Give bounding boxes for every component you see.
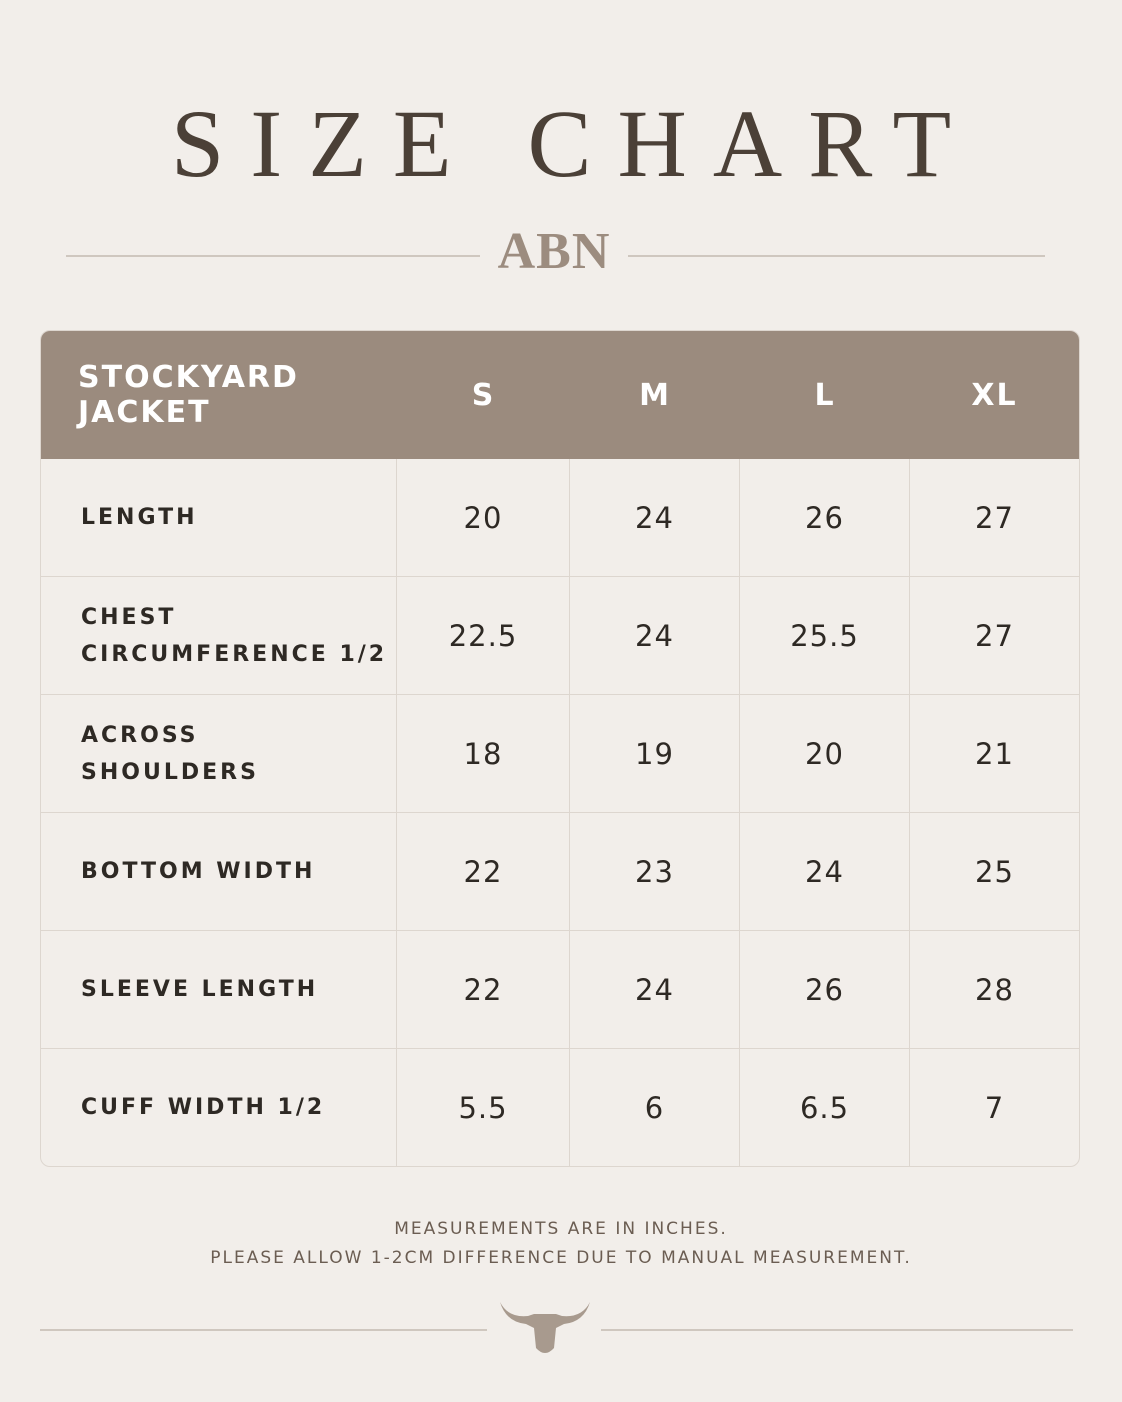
measurement: 18 <box>397 695 570 813</box>
measurement: 22 <box>397 931 570 1049</box>
measurement: 26 <box>740 931 910 1049</box>
measurement: 23 <box>570 813 740 931</box>
table-row: SLEEVE LENGTH 22 24 26 28 <box>41 931 1079 1049</box>
measurement: 6 <box>570 1049 740 1166</box>
table-row: CHEST CIRCUMFERENCE 1/2 22.5 24 25.5 27 <box>41 577 1079 695</box>
brand-logo: ABN <box>497 223 611 280</box>
measurement: 27 <box>910 577 1079 695</box>
size-header: L <box>740 331 910 459</box>
size-header: XL <box>910 331 1079 459</box>
measurement: 24 <box>570 931 740 1049</box>
product-name: STOCKYARD JACKET <box>41 331 397 459</box>
measurement: 24 <box>570 577 740 695</box>
row-label: CUFF WIDTH 1/2 <box>41 1049 397 1166</box>
measurement: 19 <box>570 695 740 813</box>
measurement: 25.5 <box>740 577 910 695</box>
row-label: CHEST CIRCUMFERENCE 1/2 <box>41 577 397 695</box>
table-body: LENGTH 20 24 26 27 CHEST CIRCUMFERENCE 1/2 22.… <box>41 459 1079 1166</box>
header-row: STOCKYARD JACKET S M L XL <box>41 331 1079 459</box>
divider <box>601 1329 1073 1331</box>
measurement: 22.5 <box>397 577 570 695</box>
measurement: 6.5 <box>740 1049 910 1166</box>
row-label: BOTTOM WIDTH <box>41 813 397 931</box>
measurement: 27 <box>910 459 1079 577</box>
table-row: BOTTOM WIDTH 22 23 24 25 <box>41 813 1079 931</box>
measurement: 28 <box>910 931 1079 1049</box>
measurement: 5.5 <box>397 1049 570 1166</box>
table-row: CUFF WIDTH 1/2 5.5 6 6.5 7 <box>41 1049 1079 1166</box>
measurement: 20 <box>397 459 570 577</box>
divider <box>66 255 480 257</box>
notes: MEASUREMENTS ARE IN INCHES. PLEASE ALLOW … <box>0 1215 1122 1273</box>
divider <box>628 255 1045 257</box>
row-label: ACROSS SHOULDERS <box>41 695 397 813</box>
note-line: PLEASE ALLOW 1-2CM DIFFERENCE DUE TO MAN… <box>210 1248 912 1268</box>
row-label: SLEEVE LENGTH <box>41 931 397 1049</box>
measurement: 24 <box>740 813 910 931</box>
table-row: LENGTH 20 24 26 27 <box>41 459 1079 577</box>
bull-icon <box>500 1302 590 1353</box>
size-header: M <box>570 331 740 459</box>
measurement: 25 <box>910 813 1079 931</box>
row-label: LENGTH <box>41 459 397 577</box>
measurement: 20 <box>740 695 910 813</box>
note-line: MEASUREMENTS ARE IN INCHES. <box>394 1219 728 1239</box>
title: SIZE CHART <box>170 90 978 197</box>
measurement: 21 <box>910 695 1079 813</box>
measurement: 22 <box>397 813 570 931</box>
measurement: 24 <box>570 459 740 577</box>
measurement: 26 <box>740 459 910 577</box>
size-table: STOCKYARD JACKET S M L XL LENGTH 20 24 26 27 CHES… <box>40 330 1080 1167</box>
size-header: S <box>397 331 570 459</box>
divider <box>40 1329 487 1331</box>
measurement: 7 <box>984 1090 1005 1125</box>
table-row: ACROSS SHOULDERS 18 19 20 21 <box>41 695 1079 813</box>
